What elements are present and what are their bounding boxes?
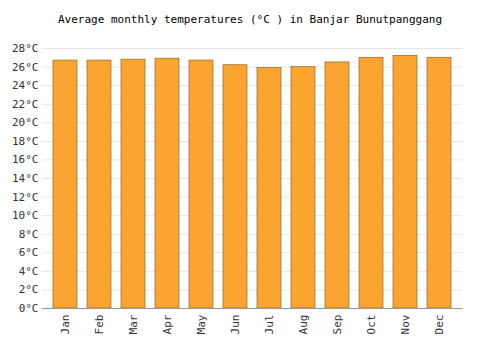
svg-text:Jul: Jul (263, 315, 276, 335)
html-text:Average monthly temperatures (: Average monthly temperatures (°C ) in Ba… (57, 13, 442, 26)
svg-text:Sep: Sep (331, 315, 344, 335)
svg-text:18°C: 18°C (12, 135, 39, 148)
svg-text:Dec: Dec (433, 315, 446, 335)
svg-text:10°C: 10°C (12, 209, 39, 222)
svg-text:4°C: 4°C (19, 265, 39, 278)
svg-text:12°C: 12°C (12, 191, 39, 204)
svg-text:14°C: 14°C (12, 172, 39, 185)
svg-text:Feb: Feb (93, 315, 106, 335)
svg-text:Jun: Jun (229, 315, 242, 335)
svg-text:Nov: Nov (399, 314, 412, 334)
svg-text:Apr: Apr (161, 314, 174, 334)
svg-text:6°C: 6°C (19, 246, 39, 259)
svg-text:Jan: Jan (59, 315, 72, 335)
svg-text:May: May (195, 314, 208, 334)
svg-text:20°C: 20°C (12, 116, 39, 129)
svg-text:16°C: 16°C (12, 153, 39, 166)
svg-text:28°C: 28°C (12, 42, 39, 55)
svg-text:22°C: 22°C (12, 98, 39, 111)
svg-text:8°C: 8°C (19, 228, 39, 241)
svg-text:26°C: 26°C (12, 61, 39, 74)
svg-text:Mar: Mar (127, 314, 140, 334)
svg-text:Aug: Aug (297, 315, 310, 335)
svg-text:Oct: Oct (365, 315, 378, 335)
svg-text:24°C: 24°C (12, 79, 39, 92)
svg-text:0°C: 0°C (19, 302, 39, 315)
svg-text:2°C: 2°C (19, 283, 39, 296)
